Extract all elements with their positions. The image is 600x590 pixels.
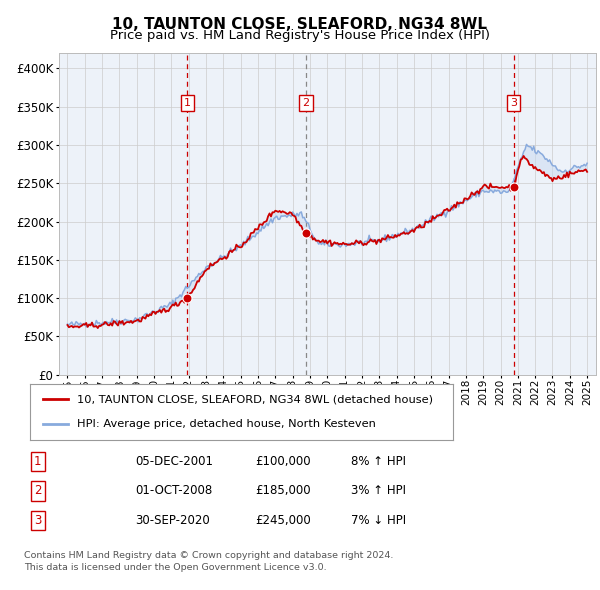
- Text: 2: 2: [302, 98, 309, 108]
- Text: This data is licensed under the Open Government Licence v3.0.: This data is licensed under the Open Gov…: [24, 563, 326, 572]
- Text: Contains HM Land Registry data © Crown copyright and database right 2024.: Contains HM Land Registry data © Crown c…: [24, 552, 394, 560]
- Text: 05-DEC-2001: 05-DEC-2001: [135, 455, 213, 468]
- Text: 1: 1: [184, 98, 191, 108]
- Text: 3: 3: [34, 514, 41, 527]
- Text: £185,000: £185,000: [255, 484, 311, 497]
- Text: HPI: Average price, detached house, North Kesteven: HPI: Average price, detached house, Nort…: [77, 419, 376, 429]
- Text: 3: 3: [510, 98, 517, 108]
- Text: 30-SEP-2020: 30-SEP-2020: [135, 514, 210, 527]
- Text: 1: 1: [34, 455, 41, 468]
- Text: £245,000: £245,000: [255, 514, 311, 527]
- Text: £100,000: £100,000: [255, 455, 311, 468]
- Text: 8% ↑ HPI: 8% ↑ HPI: [351, 455, 406, 468]
- Text: 10, TAUNTON CLOSE, SLEAFORD, NG34 8WL: 10, TAUNTON CLOSE, SLEAFORD, NG34 8WL: [113, 17, 487, 31]
- Text: Price paid vs. HM Land Registry's House Price Index (HPI): Price paid vs. HM Land Registry's House …: [110, 30, 490, 42]
- Text: 7% ↓ HPI: 7% ↓ HPI: [351, 514, 406, 527]
- Text: 2: 2: [34, 484, 41, 497]
- Text: 3% ↑ HPI: 3% ↑ HPI: [351, 484, 406, 497]
- Text: 01-OCT-2008: 01-OCT-2008: [135, 484, 212, 497]
- Text: 10, TAUNTON CLOSE, SLEAFORD, NG34 8WL (detached house): 10, TAUNTON CLOSE, SLEAFORD, NG34 8WL (d…: [77, 394, 433, 404]
